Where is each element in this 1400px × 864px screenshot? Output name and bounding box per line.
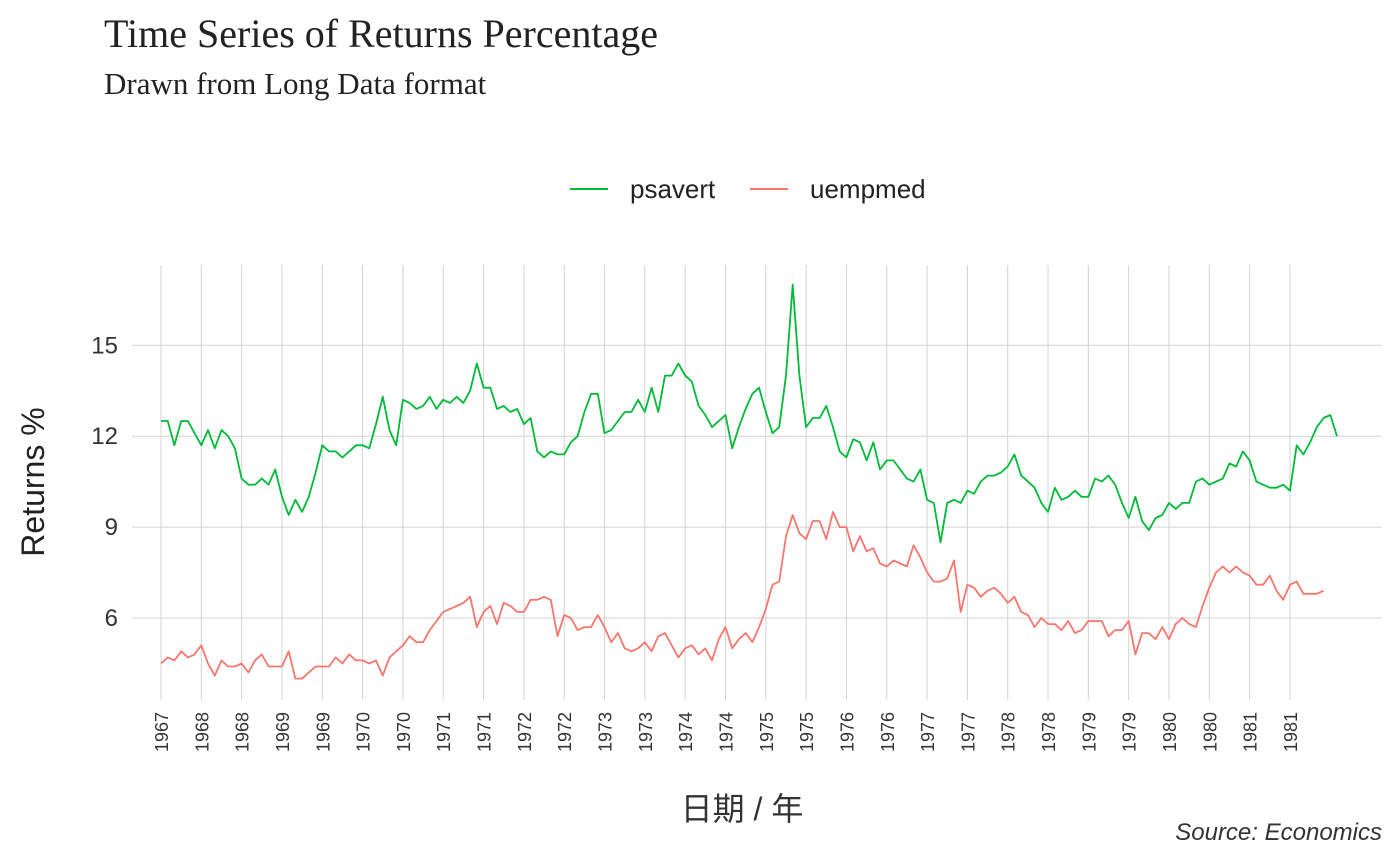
x-tick-label: 1967 xyxy=(152,712,172,752)
x-tick-label: 1968 xyxy=(192,712,212,752)
y-tick-label: 15 xyxy=(91,332,118,359)
x-tick-label: 1972 xyxy=(555,712,575,752)
x-tick-label: 1977 xyxy=(958,712,978,752)
legend: psavert uempmed xyxy=(570,174,926,204)
x-tick-label: 1971 xyxy=(475,712,495,752)
x-tick-label: 1973 xyxy=(636,712,656,752)
x-tick-label: 1973 xyxy=(596,712,616,752)
x-tick-label: 1974 xyxy=(716,712,736,752)
x-tick-label: 1974 xyxy=(676,712,696,752)
x-tick-label: 1975 xyxy=(797,712,817,752)
x-tick-label: 1971 xyxy=(434,712,454,752)
legend-label-psavert: psavert xyxy=(630,174,716,204)
x-tick-label: 1972 xyxy=(515,712,535,752)
x-tick-label: 1980 xyxy=(1200,712,1220,752)
y-axis-label: Returns % xyxy=(15,407,51,556)
x-tick-label: 1978 xyxy=(1039,712,1059,752)
x-axis-label: 日期 / 年 xyxy=(681,791,804,827)
series-line-uempmed xyxy=(160,510,1324,680)
x-tick-label: 1969 xyxy=(273,712,293,752)
x-tick-label: 1979 xyxy=(1120,712,1140,752)
x-tick-label: 1981 xyxy=(1281,712,1301,752)
x-axis-ticks: 1967 1968 1968 1969 1969 1970 1970 1971 1971 1972… xyxy=(152,712,1301,752)
series-layer xyxy=(160,283,1338,680)
x-tick-label: 1979 xyxy=(1079,712,1099,752)
legend-label-uempmed: uempmed xyxy=(810,174,926,204)
x-tick-label: 1968 xyxy=(233,712,253,752)
x-tick-label: 1970 xyxy=(394,712,414,752)
y-tick-label: 12 xyxy=(91,423,118,450)
x-tick-label: 1980 xyxy=(1160,712,1180,752)
chart-subtitle: Drawn from Long Data format xyxy=(104,66,487,101)
y-tick-label: 9 xyxy=(105,514,118,541)
x-tick-label: 1976 xyxy=(837,712,857,752)
x-tick-label: 1975 xyxy=(757,712,777,752)
chart-title: Time Series of Returns Percentage xyxy=(104,11,658,56)
chart-caption: Source: Economics xyxy=(1175,819,1382,846)
x-tick-label: 1978 xyxy=(999,712,1019,752)
x-tick-label: 1970 xyxy=(354,712,374,752)
y-tick-label: 6 xyxy=(105,605,118,632)
x-tick-label: 1976 xyxy=(878,712,898,752)
x-tick-label: 1981 xyxy=(1241,712,1261,752)
x-tick-label: 1969 xyxy=(313,712,333,752)
x-tick-label: 1977 xyxy=(918,712,938,752)
series-line-psavert xyxy=(161,283,1338,544)
y-axis-ticks: 6 9 12 15 xyxy=(91,332,118,632)
grid-lines xyxy=(132,265,1382,700)
